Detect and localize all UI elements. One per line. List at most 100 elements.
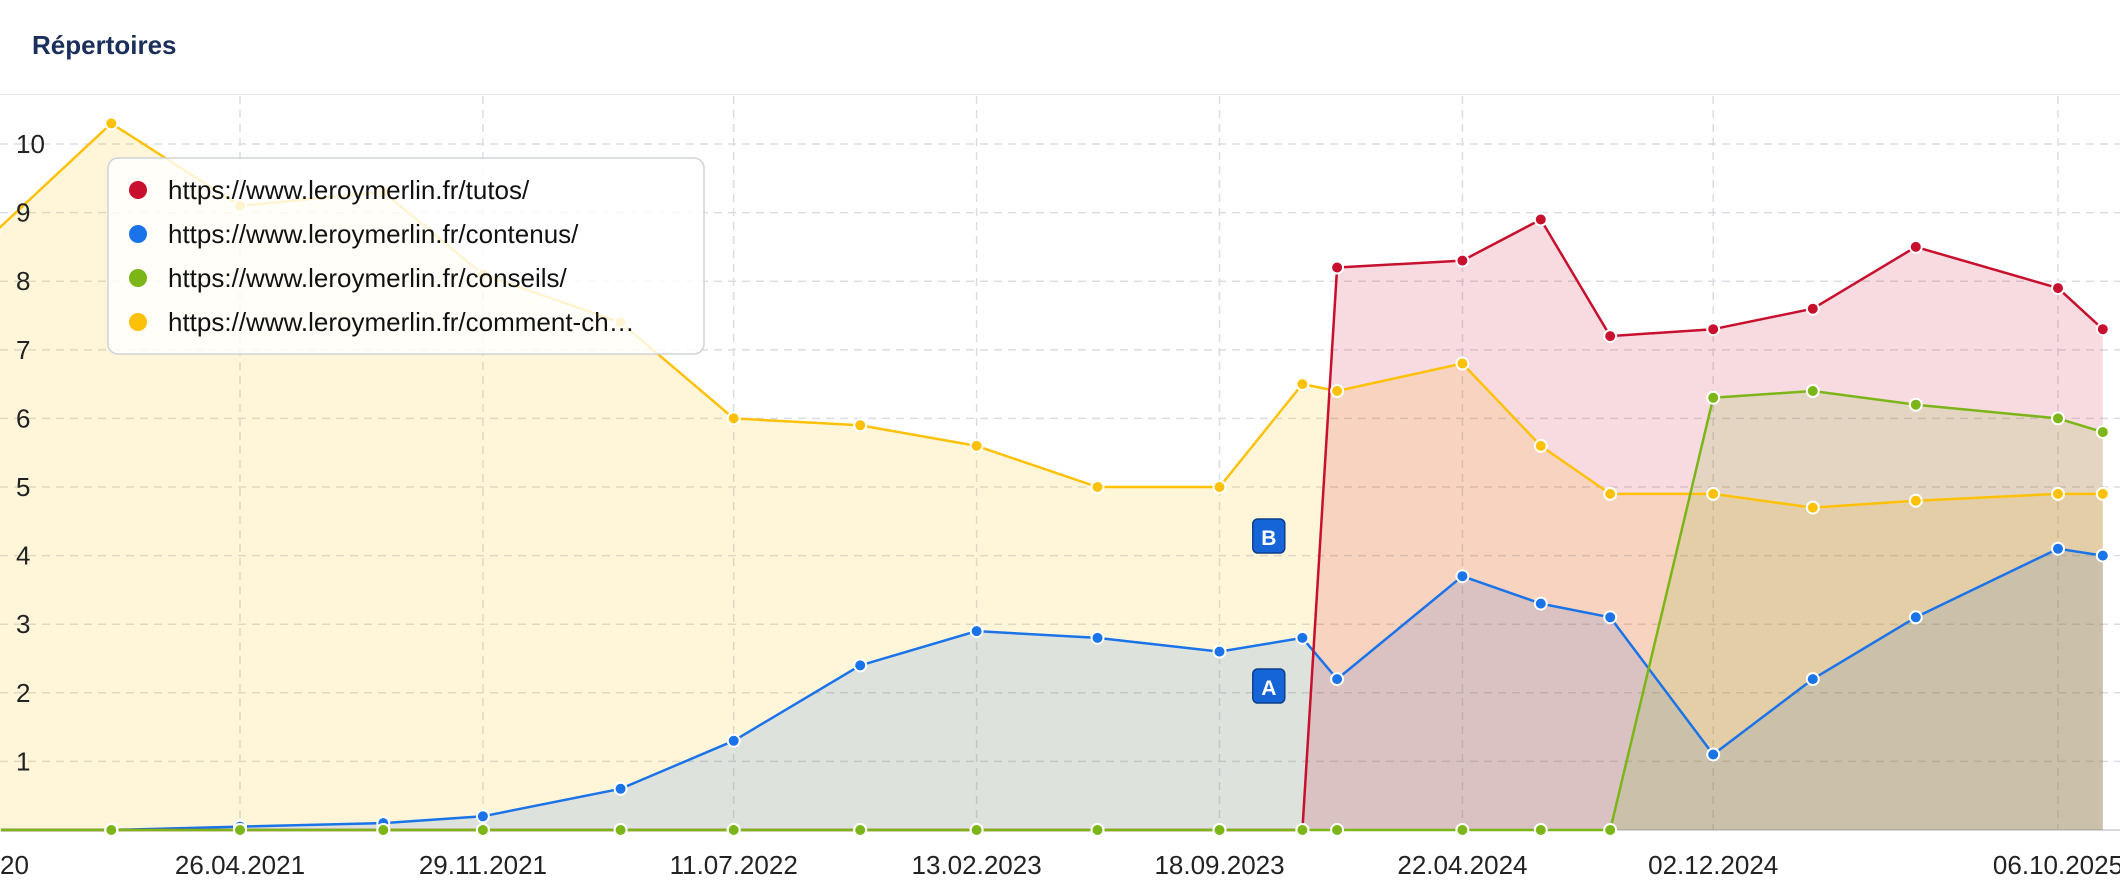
- data-point[interactable]: [2051, 541, 2065, 556]
- data-point[interactable]: [2095, 548, 2110, 563]
- data-point[interactable]: [1212, 480, 1227, 494]
- x-tick-label: 06.10.2025: [1993, 850, 2120, 880]
- legend-item[interactable]: https://www.leroymerlin.fr/contenus/: [129, 219, 579, 249]
- data-point[interactable]: [1603, 329, 1618, 344]
- data-point[interactable]: [1455, 253, 1470, 268]
- y-axis: 1 2 3 4 5 6 7 8 9 10: [16, 129, 45, 776]
- x-tick-label: 18.09.2023: [1154, 850, 1284, 880]
- annotation-marker-b[interactable]: B: [1252, 518, 1286, 554]
- annotation-marker-box[interactable]: [1252, 668, 1286, 704]
- series-area: [0, 548, 2103, 830]
- data-point[interactable]: [376, 823, 391, 837]
- data-point[interactable]: [853, 418, 868, 433]
- data-point[interactable]: [1908, 397, 1923, 412]
- y-tick-label: 5: [16, 472, 30, 502]
- x-tick-label: 22.04.2024: [1397, 850, 1527, 880]
- data-point[interactable]: [1533, 823, 1548, 837]
- data-point[interactable]: [2051, 411, 2065, 426]
- data-point[interactable]: [613, 823, 628, 837]
- y-tick-label: 10: [16, 129, 45, 159]
- data-point[interactable]: [1706, 322, 1721, 337]
- annotation-marker-box[interactable]: [1252, 518, 1286, 554]
- x-tick-label: 20: [0, 850, 29, 880]
- data-point[interactable]: [2095, 486, 2110, 501]
- y-tick-label: 6: [16, 403, 30, 433]
- data-point[interactable]: [1455, 569, 1470, 584]
- data-point[interactable]: [2051, 281, 2065, 296]
- y-tick-label: 1: [16, 746, 30, 776]
- data-point[interactable]: [1533, 596, 1548, 611]
- annotation-label: B: [1261, 527, 1276, 550]
- data-point[interactable]: [726, 733, 741, 748]
- data-point[interactable]: [1805, 301, 1820, 316]
- annotation-label: A: [1261, 677, 1276, 700]
- data-point[interactable]: [2051, 486, 2065, 501]
- data-point[interactable]: [1330, 384, 1345, 398]
- data-point[interactable]: [1090, 823, 1105, 837]
- data-point[interactable]: [1090, 630, 1105, 645]
- data-point[interactable]: [2095, 425, 2110, 440]
- data-point[interactable]: [1330, 260, 1345, 275]
- data-point[interactable]: [726, 411, 741, 426]
- data-point[interactable]: [969, 823, 984, 837]
- data-point[interactable]: [1805, 500, 1820, 515]
- legend-swatch: [129, 181, 147, 199]
- y-tick-label: 3: [16, 609, 30, 639]
- data-point[interactable]: [853, 658, 868, 673]
- annotation-marker-a[interactable]: A: [1252, 668, 1286, 704]
- data-point[interactable]: [1533, 438, 1548, 453]
- data-point[interactable]: [1805, 384, 1820, 398]
- data-point[interactable]: [1212, 823, 1227, 837]
- data-point[interactable]: [104, 823, 119, 837]
- data-point[interactable]: [1603, 823, 1618, 837]
- data-point[interactable]: [1706, 486, 1721, 501]
- legend-label: https://www.leroymerlin.fr/comment-ch…: [168, 307, 635, 337]
- data-point[interactable]: [1805, 672, 1820, 687]
- data-point[interactable]: [853, 823, 868, 837]
- data-point[interactable]: [969, 624, 984, 639]
- y-tick-label: 8: [16, 266, 30, 296]
- data-point[interactable]: [1455, 356, 1470, 371]
- data-point[interactable]: [1212, 644, 1227, 659]
- y-tick-label: 7: [16, 335, 30, 365]
- data-point[interactable]: [726, 823, 741, 837]
- data-point[interactable]: [1908, 610, 1923, 625]
- legend-item[interactable]: https://www.leroymerlin.fr/tutos/: [129, 175, 530, 205]
- data-point[interactable]: [1533, 212, 1548, 227]
- data-point[interactable]: [1295, 630, 1310, 645]
- data-point[interactable]: [1295, 823, 1310, 837]
- data-point[interactable]: [613, 781, 628, 796]
- data-point[interactable]: [1455, 823, 1470, 837]
- x-tick-label: 11.07.2022: [670, 850, 798, 880]
- data-point[interactable]: [1295, 377, 1310, 392]
- data-point[interactable]: [1603, 486, 1618, 501]
- data-point[interactable]: [2095, 322, 2110, 337]
- y-tick-label: 9: [16, 198, 30, 228]
- data-point[interactable]: [475, 823, 490, 837]
- x-axis: 20 26.04.2021 29.11.2021 11.07.2022 13.02.20…: [0, 850, 2120, 880]
- data-point[interactable]: [1706, 747, 1721, 762]
- data-point[interactable]: [1908, 493, 1923, 508]
- panel-header: Répertoires: [0, 0, 2120, 95]
- series-points: [0, 116, 2110, 837]
- data-point[interactable]: [1090, 480, 1105, 494]
- data-point[interactable]: [1603, 610, 1618, 625]
- x-tick-label: 29.11.2021: [419, 850, 547, 880]
- x-tick-label: 02.12.2024: [1648, 850, 1778, 880]
- data-point[interactable]: [104, 116, 119, 131]
- data-point[interactable]: [233, 823, 247, 837]
- data-point[interactable]: [1908, 239, 1923, 254]
- annotations: AB: [1252, 518, 1286, 704]
- legend-swatch: [129, 313, 147, 331]
- legend-label: https://www.leroymerlin.fr/conseils/: [168, 263, 568, 293]
- legend-item[interactable]: https://www.leroymerlin.fr/conseils/: [129, 263, 568, 293]
- data-point[interactable]: [1330, 823, 1345, 837]
- legend-label: https://www.leroymerlin.fr/tutos/: [168, 175, 530, 205]
- data-point[interactable]: [1706, 390, 1721, 405]
- legend-item[interactable]: https://www.leroymerlin.fr/comment-ch…: [129, 307, 635, 337]
- data-point[interactable]: [1330, 672, 1345, 687]
- data-point[interactable]: [969, 438, 984, 453]
- data-point[interactable]: [475, 809, 490, 824]
